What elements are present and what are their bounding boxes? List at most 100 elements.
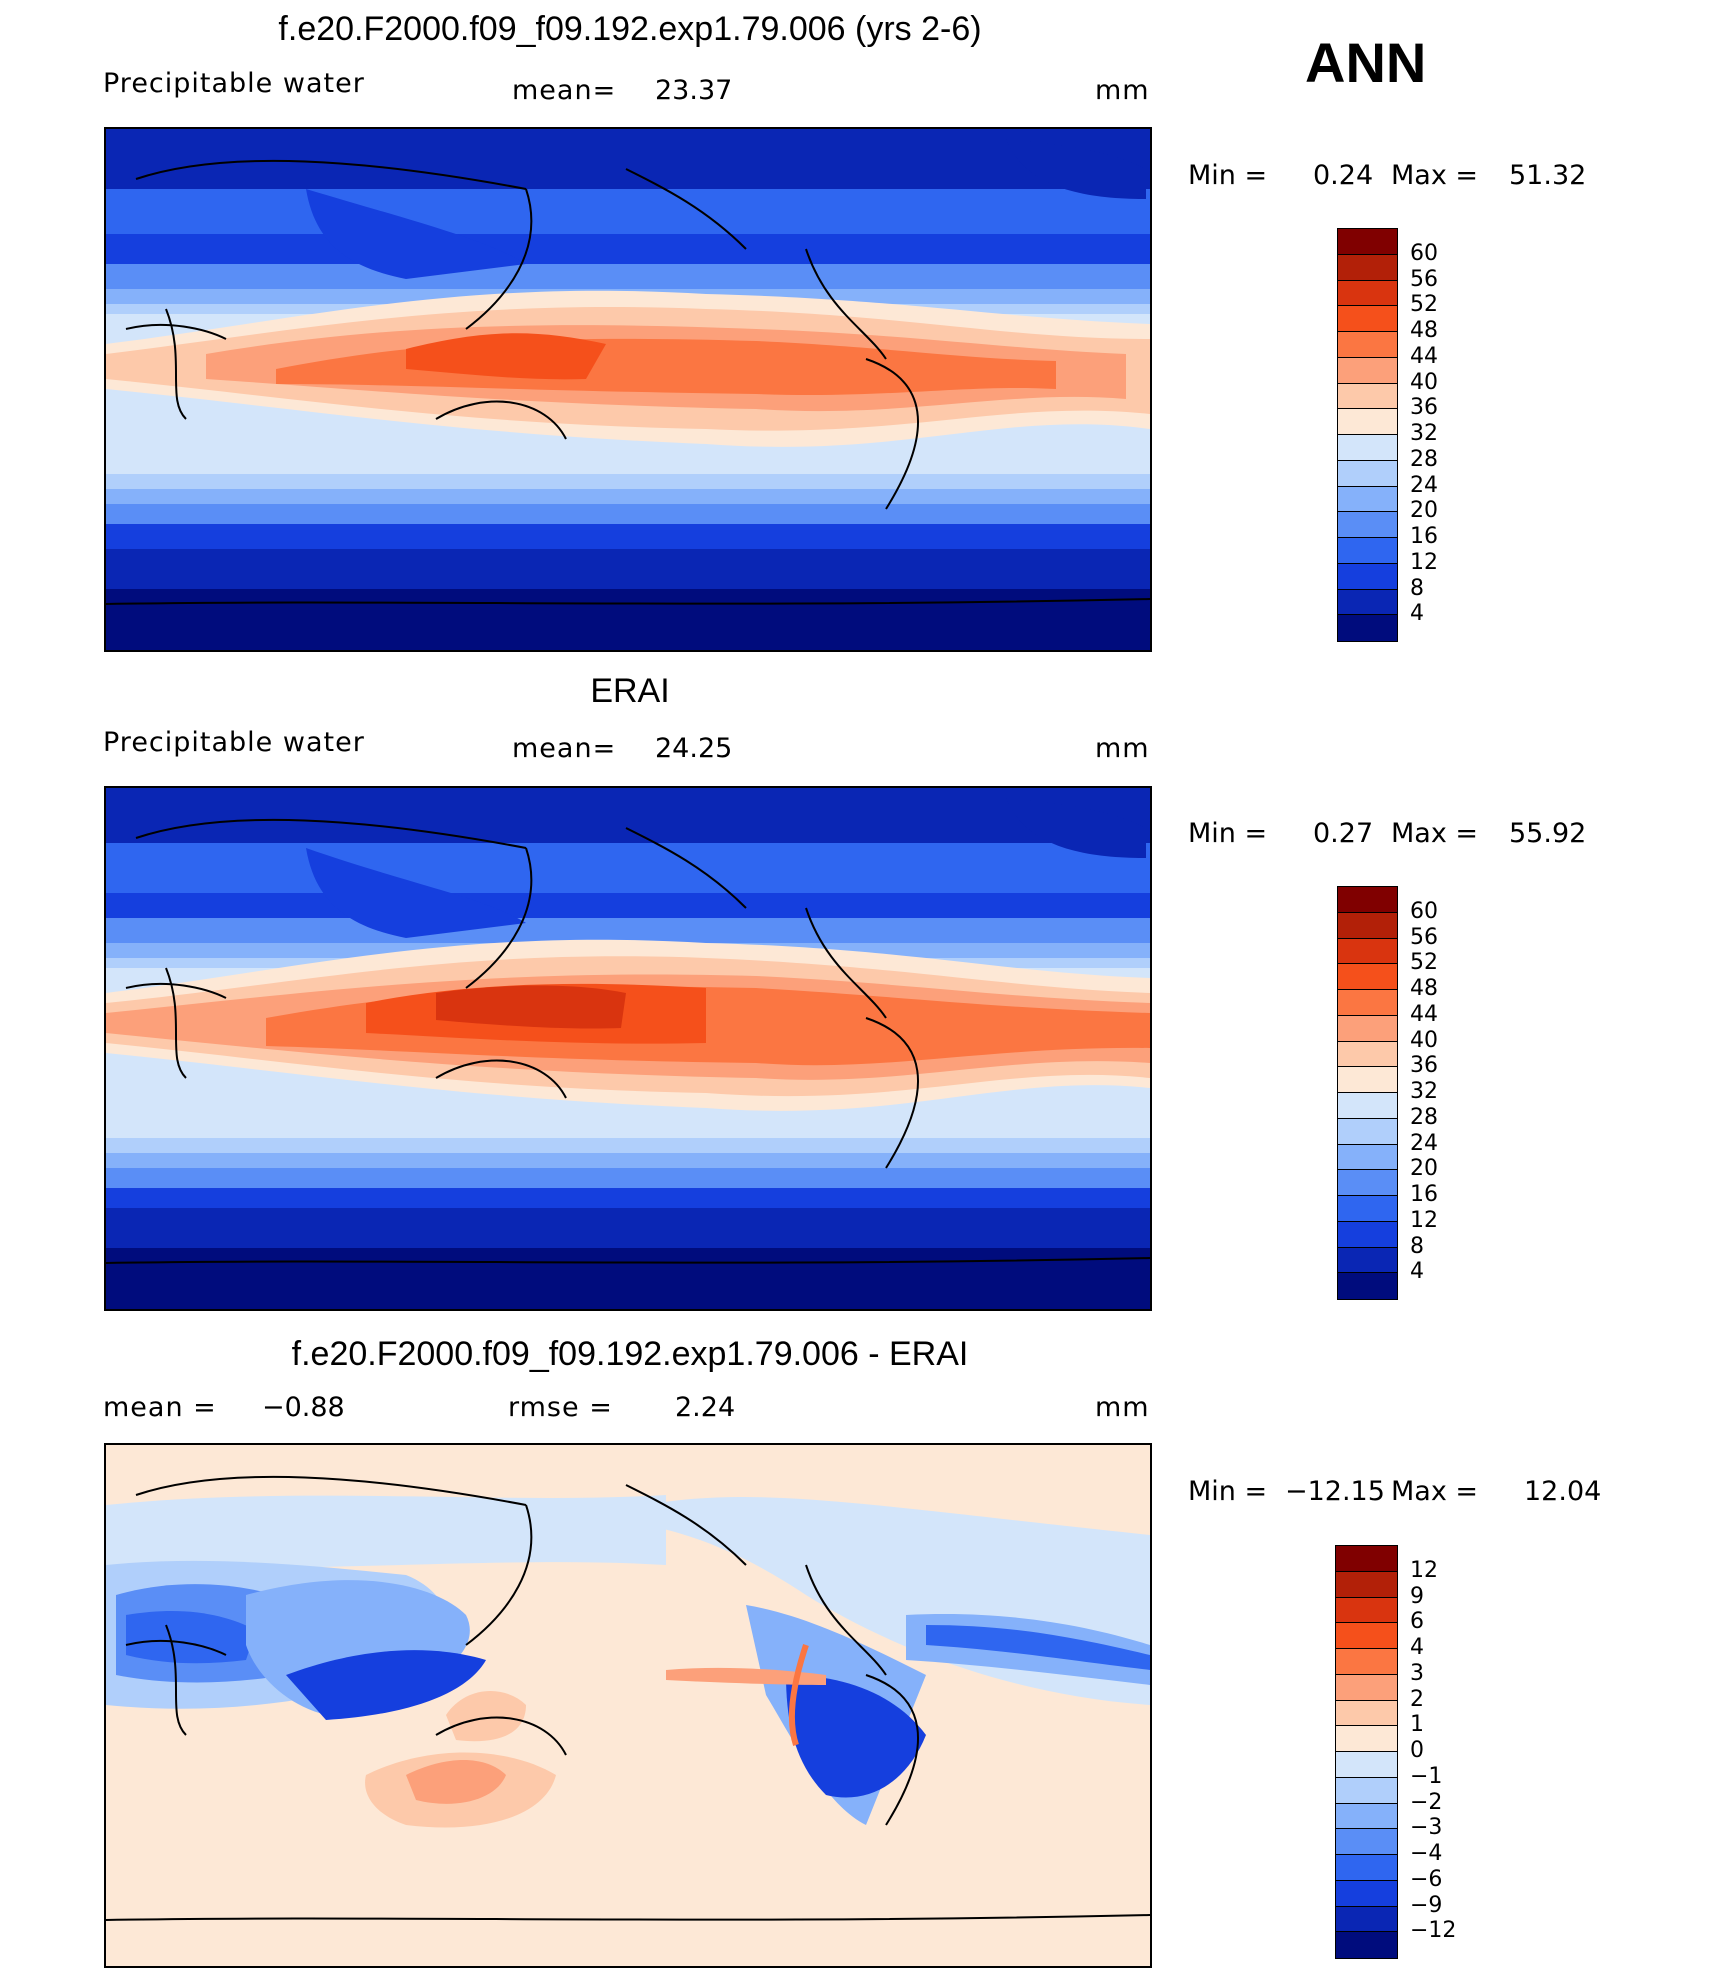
colorbar-tick-label: 20 <box>1410 1156 1438 1182</box>
colorbar-tick-label: −6 <box>1410 1866 1443 1892</box>
colorbar-tick-label: −1 <box>1410 1763 1443 1789</box>
colorbar-segment <box>1336 1752 1397 1778</box>
colorbar-segment <box>1338 1170 1397 1196</box>
colorbar-segment <box>1336 1906 1397 1933</box>
panel1-mean-label: mean= <box>512 75 617 106</box>
panel2-mean-value: 24.25 <box>655 733 733 764</box>
colorbar-tick-label: 48 <box>1410 318 1438 343</box>
panel2-max-label: Max = <box>1391 818 1479 849</box>
colorbar-segment <box>1338 435 1397 461</box>
colorbar-segment <box>1338 1221 1397 1248</box>
colorbar-segment <box>1338 306 1397 332</box>
panel3-mean-label: mean = <box>103 1392 217 1423</box>
colorbar-segment <box>1336 1726 1397 1752</box>
colorbar-segment <box>1338 332 1397 358</box>
colorbar-tick-label: 48 <box>1410 976 1438 1001</box>
panel3-units: mm <box>1095 1392 1150 1423</box>
colorbar-tick-label: 8 <box>1410 575 1424 601</box>
season-label: ANN <box>1305 31 1427 94</box>
panel2-mean-label: mean= <box>512 733 617 764</box>
colorbar-segment <box>1338 964 1397 990</box>
panel3-max-value: 12.04 <box>1524 1476 1602 1507</box>
colorbar-tick-label: 12 <box>1410 549 1438 575</box>
colorbar-segment <box>1336 1855 1397 1881</box>
panel1-map-svg <box>106 129 1150 650</box>
colorbar-segment <box>1338 990 1397 1016</box>
colorbar-tick-label: 0 <box>1410 1738 1424 1763</box>
colorbar-segment <box>1338 229 1397 255</box>
panel3-min-value: −12.15 <box>1285 1476 1385 1507</box>
colorbar-tick-label: 44 <box>1410 343 1438 369</box>
colorbar-segment <box>1336 1829 1397 1855</box>
colorbar-tick-label: 28 <box>1410 446 1438 472</box>
colorbar-tick-label: 40 <box>1410 369 1438 395</box>
colorbar-tick-label: 9 <box>1410 1583 1424 1609</box>
colorbar-segment <box>1338 912 1397 939</box>
colorbar-segment <box>1336 1649 1397 1675</box>
colorbar-tick-label: 8 <box>1410 1233 1424 1259</box>
colorbar-tick-label: −9 <box>1410 1892 1443 1918</box>
colorbar-segment <box>1336 1803 1397 1830</box>
panel2-map <box>104 786 1152 1311</box>
colorbar-segment <box>1338 460 1397 487</box>
colorbar-tick-label: 4 <box>1410 1635 1424 1660</box>
panel1-mean-value: 23.37 <box>655 75 733 106</box>
panel1-map <box>104 127 1152 652</box>
colorbar-segment <box>1336 1571 1397 1598</box>
colorbar-segment <box>1338 1247 1397 1274</box>
colorbar-segment <box>1336 1623 1397 1649</box>
colorbar-tick-label: 44 <box>1410 1001 1438 1027</box>
colorbar-segment <box>1338 1015 1397 1042</box>
colorbar-tick-label: 52 <box>1410 292 1438 318</box>
panel1-min-value: 0.24 <box>1313 160 1374 191</box>
colorbar-segment <box>1338 887 1397 913</box>
colorbar-tick-label: 1 <box>1410 1712 1424 1738</box>
colorbar-tick-label: 4 <box>1410 1259 1424 1285</box>
panel2-units: mm <box>1095 733 1150 764</box>
colorbar-tick-label: 4 <box>1410 601 1424 627</box>
panel3-map <box>104 1443 1152 1968</box>
colorbar-tick-label: 2 <box>1410 1686 1424 1712</box>
colorbar-tick-label: 24 <box>1410 1130 1438 1156</box>
colorbar-tick-label: −2 <box>1410 1789 1443 1815</box>
colorbar-tick-label: −3 <box>1410 1815 1443 1841</box>
colorbar-tick-label: 24 <box>1410 472 1438 498</box>
panel1-colorbar <box>1337 228 1398 642</box>
colorbar-segment <box>1338 486 1397 513</box>
colorbar-tick-label: 36 <box>1410 395 1438 421</box>
colorbar-tick-label: 60 <box>1410 240 1438 266</box>
colorbar-segment <box>1338 1144 1397 1171</box>
colorbar-tick-label: 56 <box>1410 266 1438 292</box>
colorbar-segment <box>1338 1118 1397 1145</box>
colorbar-segment <box>1338 254 1397 281</box>
panel2-colorbar <box>1337 886 1398 1300</box>
panel3-colorbar <box>1335 1545 1398 1959</box>
colorbar-tick-label: 52 <box>1410 950 1438 976</box>
colorbar-tick-label: 12 <box>1410 1207 1438 1233</box>
colorbar-segment <box>1338 1196 1397 1222</box>
colorbar-segment <box>1338 1093 1397 1119</box>
panel2-min-label: Min = <box>1188 818 1268 849</box>
colorbar-segment <box>1338 280 1397 307</box>
colorbar-segment <box>1338 383 1397 410</box>
colorbar-segment <box>1338 409 1397 435</box>
colorbar-tick-label: −4 <box>1410 1841 1443 1866</box>
panel1-title: f.e20.F2000.f09_f09.192.exp1.79.006 (yrs… <box>278 10 982 48</box>
colorbar-segment <box>1336 1546 1397 1572</box>
colorbar-tick-label: −12 <box>1410 1918 1457 1944</box>
panel1-min-label: Min = <box>1188 160 1268 191</box>
panel2-max-value: 55.92 <box>1509 818 1587 849</box>
colorbar-tick-label: 32 <box>1410 421 1438 446</box>
colorbar-tick-label: 56 <box>1410 924 1438 950</box>
colorbar-segment <box>1336 1880 1397 1907</box>
colorbar-segment <box>1336 1932 1397 1958</box>
panel1-variable-label: Precipitable water <box>103 68 365 99</box>
panel3-map-svg <box>106 1445 1150 1966</box>
panel2-map-svg <box>106 788 1150 1309</box>
colorbar-segment <box>1338 1067 1397 1093</box>
colorbar-tick-label: 20 <box>1410 498 1438 524</box>
panel3-mean-value: −0.88 <box>262 1392 345 1423</box>
colorbar-tick-label: 32 <box>1410 1079 1438 1104</box>
colorbar-segment <box>1338 563 1397 590</box>
panel2-variable-label: Precipitable water <box>103 727 365 758</box>
